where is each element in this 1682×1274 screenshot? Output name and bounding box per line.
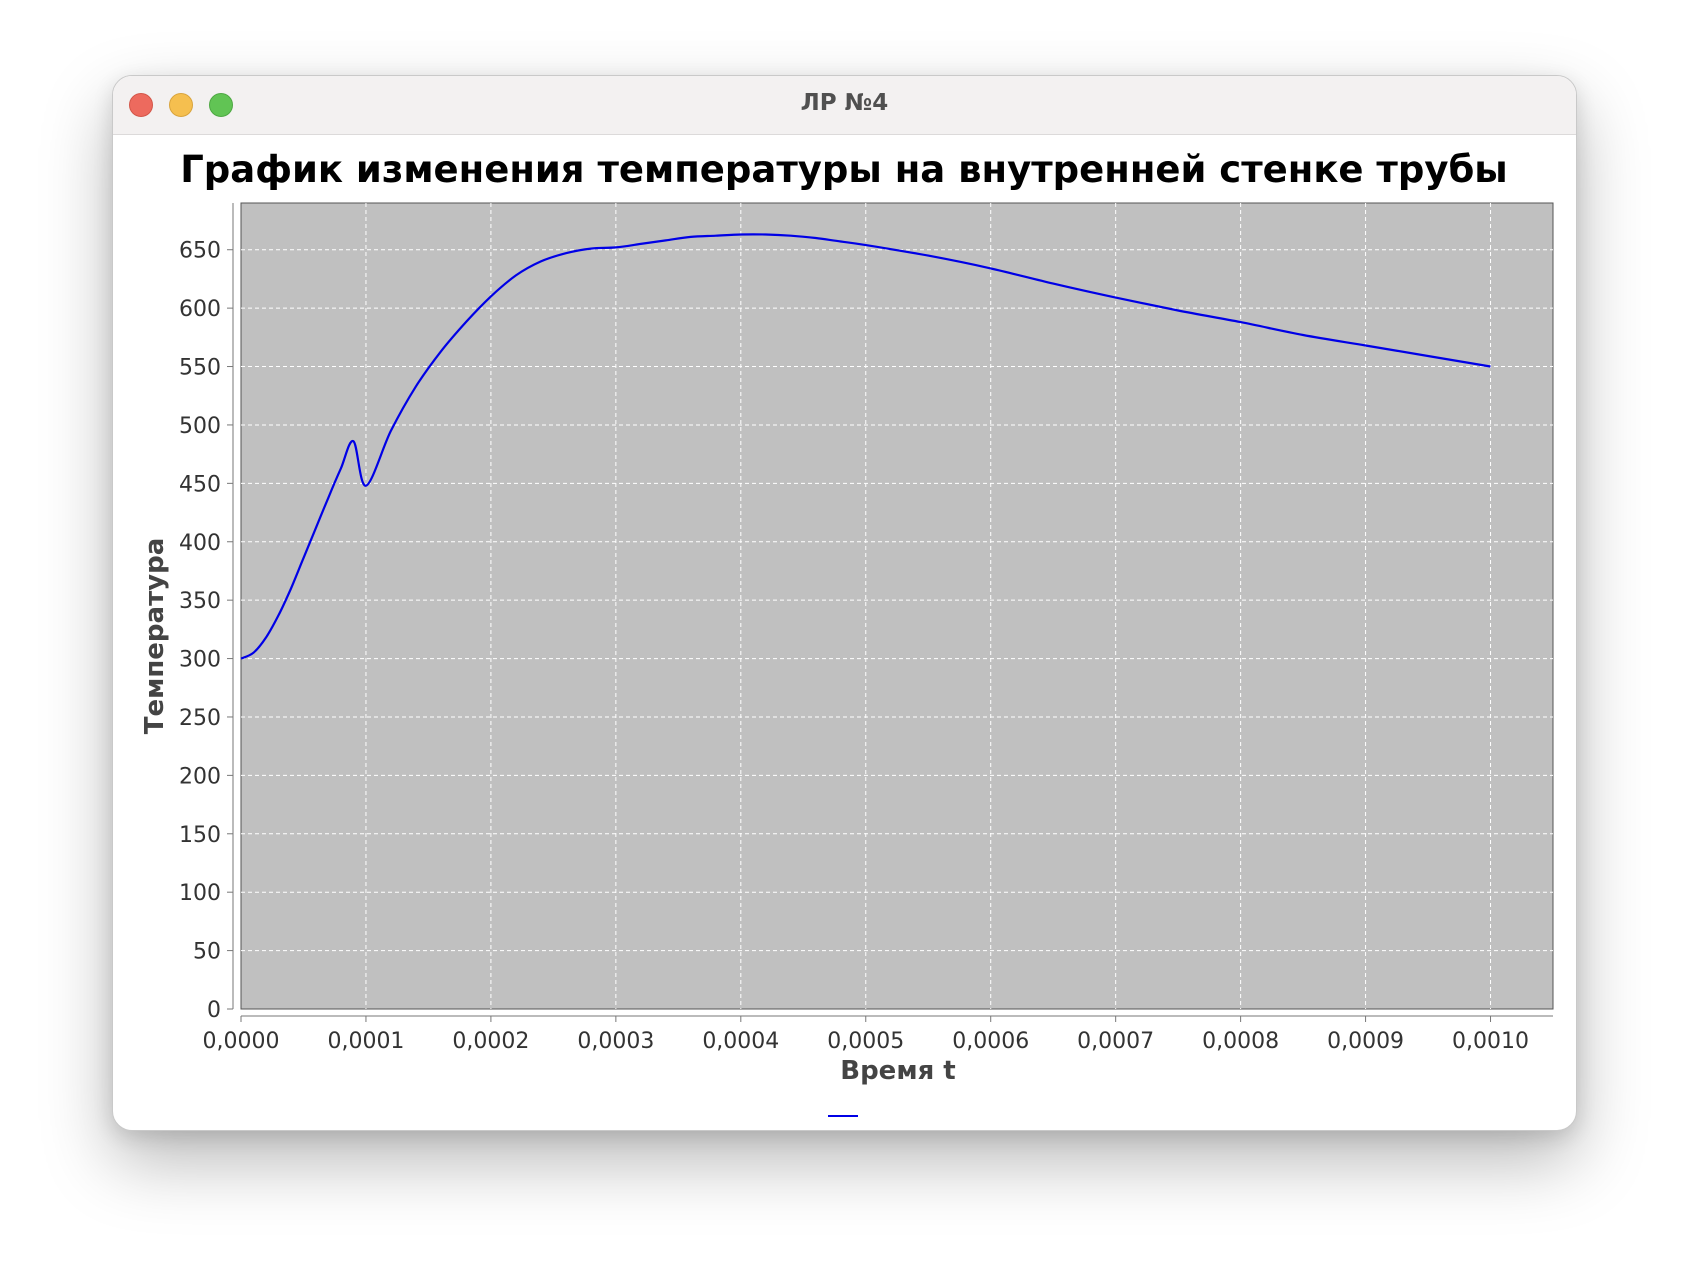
x-tick-label: 0,0004	[702, 1029, 779, 1054]
y-tick-label: 600	[179, 297, 221, 322]
x-tick-label: 0,0009	[1327, 1029, 1404, 1054]
x-axis-label: Время t	[840, 1056, 956, 1086]
x-tick-label: 0,0003	[577, 1029, 654, 1054]
close-window-button[interactable]	[129, 93, 153, 117]
x-tick-label: 0,0000	[203, 1029, 280, 1054]
grid-lines	[241, 203, 1553, 1009]
x-tick-label: 0,0008	[1202, 1029, 1279, 1054]
series-line	[240, 233, 1491, 660]
y-tick-label: 100	[179, 881, 221, 906]
minimize-window-button[interactable]	[169, 93, 193, 117]
line-chart: График изменения температуры на внутренн…	[140, 148, 1554, 1117]
x-tick-label: 0,0001	[327, 1029, 404, 1054]
window-title: ЛР №4	[800, 90, 889, 116]
maximize-window-button[interactable]	[209, 93, 233, 117]
y-axis-label: Температура	[140, 538, 170, 735]
x-tick-label: 0,0010	[1452, 1029, 1529, 1054]
y-tick-label: 250	[179, 706, 221, 731]
plot-background	[240, 202, 1554, 1010]
y-axis: 0 50 100 150 200 250 300 350 400 450 500 550 600 650	[179, 203, 234, 1023]
y-tick-label: 350	[179, 589, 221, 614]
chart-title: График изменения температуры на внутренн…	[180, 148, 1508, 191]
y-tick-label: 50	[193, 940, 221, 965]
x-tick-label: 0,0007	[1077, 1029, 1154, 1054]
y-tick-label: 550	[179, 356, 221, 381]
y-tick-label: 500	[179, 414, 221, 439]
y-tick-label: 400	[179, 531, 221, 556]
y-tick-label: 450	[179, 472, 221, 497]
x-tick-label: 0,0002	[452, 1029, 529, 1054]
y-tick-label: 0	[207, 998, 221, 1023]
y-tick-label: 200	[179, 764, 221, 789]
x-axis: 0,0000 0,0001 0,0002 0,0003 0,0004 0,0005 0,00…	[203, 1015, 1553, 1054]
plot-area	[240, 202, 1554, 1010]
x-tick-label: 0,0005	[827, 1029, 904, 1054]
app-window: ЛР №4 График изменения температуры на вн…	[112, 75, 1577, 1131]
y-tick-label: 150	[179, 823, 221, 848]
y-tick-label: 650	[179, 239, 221, 264]
x-tick-label: 0,0006	[952, 1029, 1029, 1054]
y-tick-label: 300	[179, 648, 221, 673]
title-bar: ЛР №4	[113, 76, 1576, 135]
series-layer	[240, 233, 1491, 660]
